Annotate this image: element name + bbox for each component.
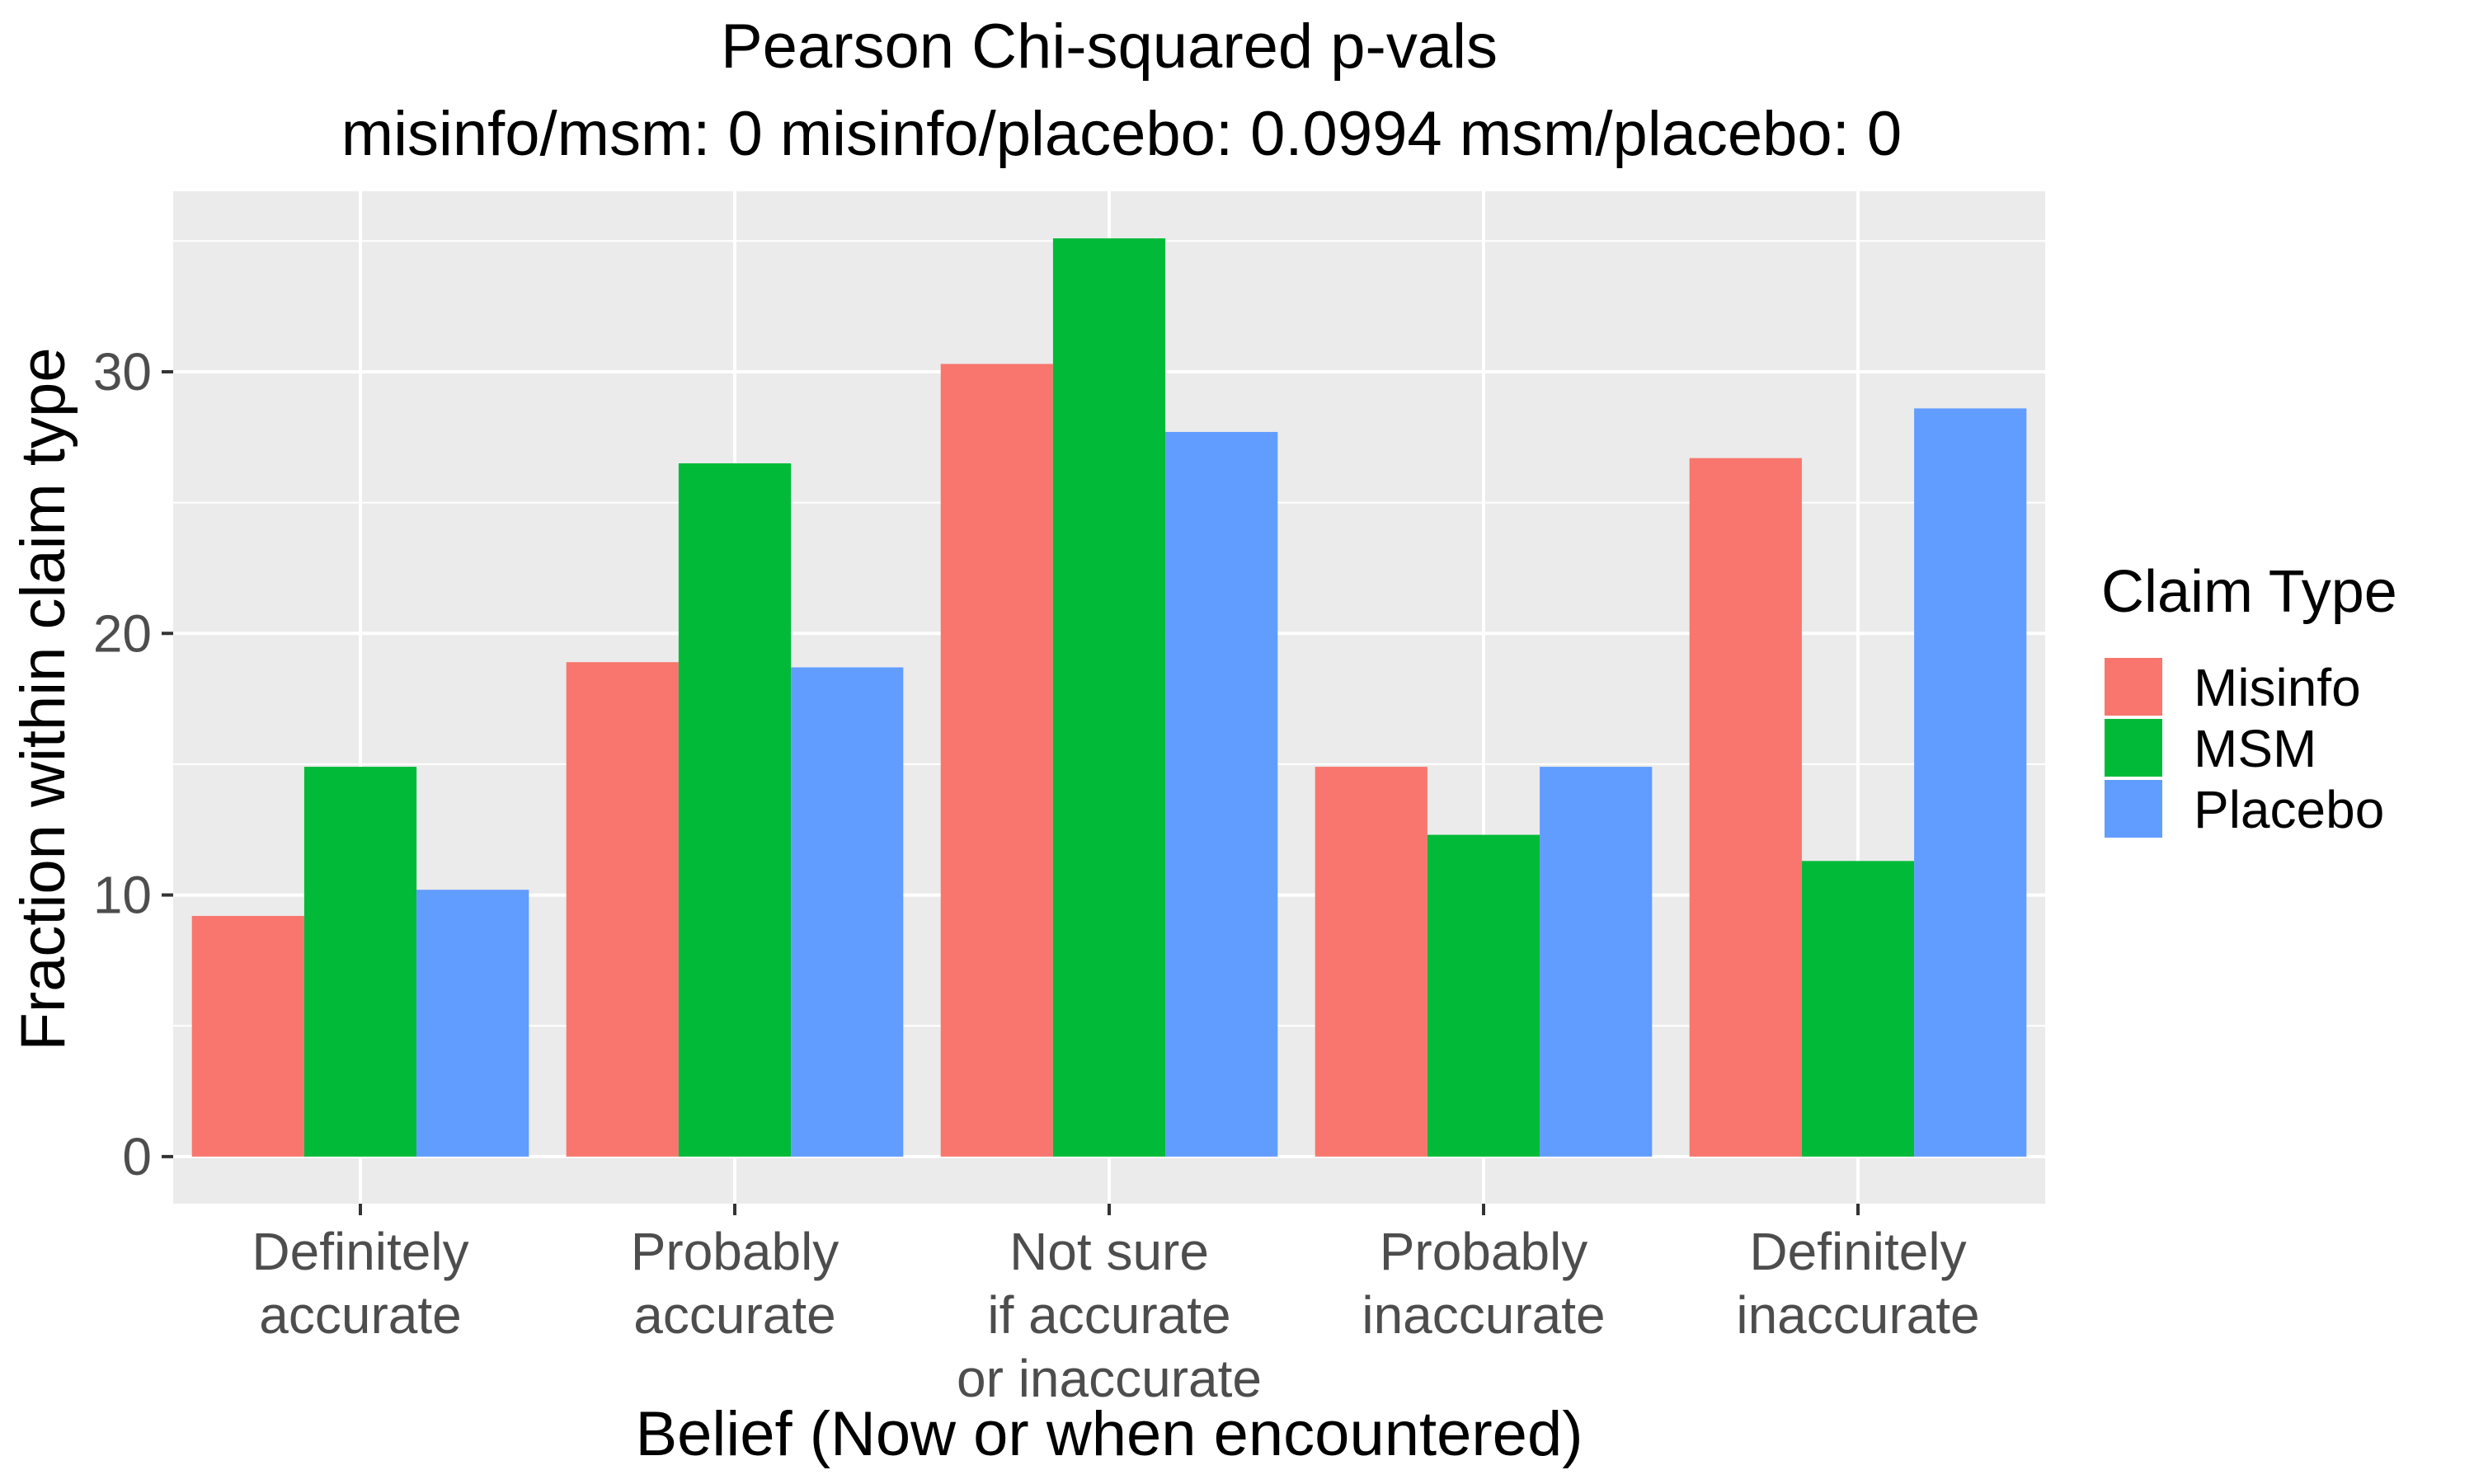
bar-misinfo [566,662,679,1157]
x-tick-label-line: Probably [631,1222,840,1281]
x-tick-label: Not sure if accurate or inaccurate [957,1222,1262,1408]
x-tick-label-line: Definitely [252,1222,468,1281]
x-tick-label-line: inaccurate [1736,1285,1979,1345]
y-axis-title: Fraction within claim type [8,347,78,1050]
bar-placebo [1914,408,2027,1157]
x-tick-label-line: or inaccurate [957,1349,1262,1408]
legend-label-placebo: Placebo [2194,780,2384,839]
bar-misinfo [940,364,1053,1157]
x-tick-label-line: accurate [259,1285,461,1345]
x-axis-title: Belief (Now or when encountered) [635,1399,1583,1469]
chart-title-line1: Pearson Chi-squared p-vals [721,12,1498,82]
legend-key-misinfo [2105,658,2162,716]
x-tick-label-line: Probably [1380,1222,1588,1281]
chart-title-line2: misinfo/msm: 0 misinfo/placebo: 0.0994 m… [341,99,1902,169]
x-tick-label-line: Not sure [1009,1222,1209,1281]
legend-key-msm [2105,719,2162,777]
x-tick-label: Probably inaccurate [1362,1222,1605,1345]
x-tick-label: Definitely accurate [252,1222,468,1345]
x-tick-label-line: if accurate [987,1285,1230,1345]
x-tick-label-line: accurate [633,1285,835,1345]
bar-placebo [1165,431,1278,1157]
bar-misinfo [1315,767,1427,1157]
x-tick-label: Definitely inaccurate [1736,1222,1979,1345]
y-tick-label: 10 [93,866,152,925]
x-tick-label-line: Definitely [1749,1222,1966,1281]
bar-msm [1427,834,1540,1157]
legend-key-placebo [2105,780,2162,838]
bar-msm [1052,238,1166,1157]
bar-misinfo [191,915,304,1157]
legend-label-misinfo: Misinfo [2194,658,2361,717]
bar-placebo [791,667,904,1157]
y-tick-label: 20 [93,603,152,663]
bar-misinfo [1689,458,1802,1157]
legend-title: Claim Type [2101,559,2397,625]
bar-placebo [1540,767,1653,1157]
y-tick-label: 0 [122,1127,152,1186]
x-tick-label-line: inaccurate [1362,1285,1605,1345]
bar-placebo [416,890,529,1157]
legend-label-msm: MSM [2194,719,2316,778]
bar-msm [678,463,792,1157]
y-tick-label: 30 [93,342,152,402]
bar-msm [303,767,417,1157]
bar-msm [1801,861,1915,1157]
x-tick-label: Probably accurate [631,1222,840,1345]
